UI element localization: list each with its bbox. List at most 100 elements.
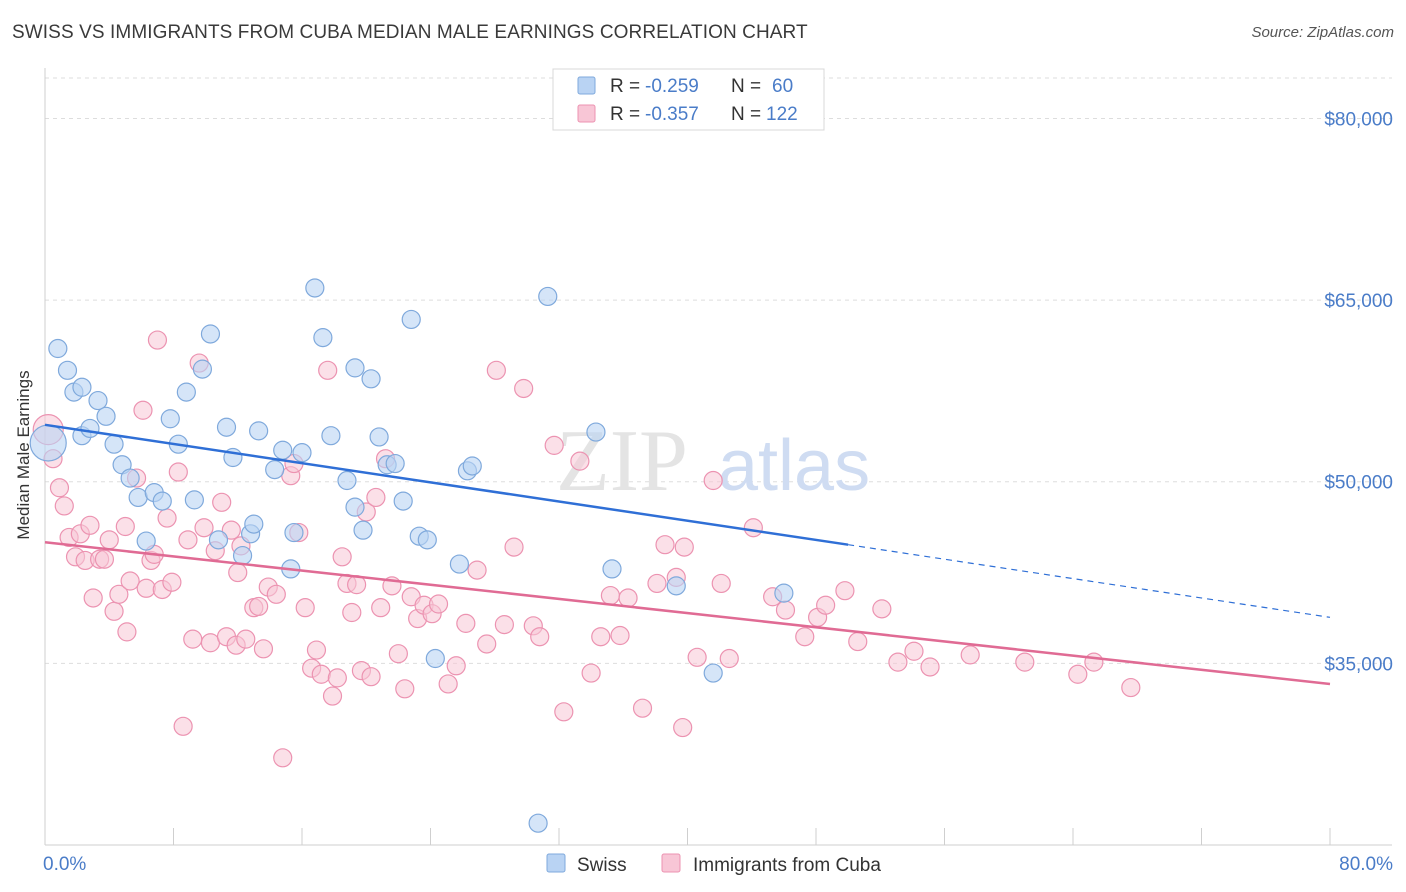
cuba-point <box>120 571 140 591</box>
cuba-point <box>49 478 70 498</box>
y-tick-label: $50,000 <box>1324 473 1393 494</box>
legend-n-label-cuba: N = <box>731 104 761 125</box>
swiss-point <box>216 417 237 437</box>
swiss-point <box>265 460 285 480</box>
swiss-point <box>249 421 269 441</box>
cuba-point <box>200 633 221 653</box>
cuba-point <box>554 702 574 722</box>
cuba-point <box>332 547 352 567</box>
swiss-point <box>361 369 381 389</box>
cuba-point <box>446 656 466 676</box>
cuba-point <box>342 602 362 623</box>
cuba-point <box>920 657 940 677</box>
swiss-point <box>345 358 365 378</box>
swiss-point <box>353 520 373 540</box>
cuba-point <box>711 573 731 594</box>
cuba-point <box>467 560 487 580</box>
cuba-point <box>162 572 182 592</box>
cuba-point <box>117 622 137 642</box>
swiss-point <box>120 468 140 488</box>
swiss-point <box>244 514 264 534</box>
cuba-point <box>872 599 892 619</box>
cuba-point <box>168 462 188 482</box>
cuba-point <box>306 640 327 660</box>
cuba-point <box>848 631 868 652</box>
legend-r-value-swiss: -0.259 <box>645 76 699 97</box>
swiss-point <box>369 427 389 447</box>
stats-legend: R = -0.259 N = 60 R = -0.357 N = 122 <box>552 68 825 131</box>
swiss-point <box>184 490 204 510</box>
cuba-point <box>157 508 177 528</box>
cuba-point <box>655 535 675 555</box>
watermark-atlas: atlas <box>718 426 870 506</box>
y-tick-label: $35,000 <box>1324 654 1393 675</box>
cuba-point <box>371 598 391 618</box>
swiss-point <box>128 487 148 508</box>
swiss-point <box>425 648 445 669</box>
cuba-point <box>581 663 601 683</box>
cuba-trend-line <box>44 541 1331 686</box>
cuba-point <box>54 496 74 516</box>
swiss-point <box>337 470 357 491</box>
cuba-point <box>570 451 590 471</box>
cuba-point <box>178 530 198 550</box>
swiss-point <box>96 406 116 426</box>
swiss-point <box>385 453 405 474</box>
watermark: ZIP atlas <box>556 413 870 510</box>
swiss-point <box>200 324 221 344</box>
cuba-point <box>266 584 286 604</box>
swiss-point <box>321 426 341 446</box>
cuba-point <box>322 686 343 706</box>
cuba-point <box>136 578 156 598</box>
cuba-point <box>236 629 256 649</box>
swiss-point <box>48 338 68 359</box>
swiss-point <box>136 531 156 551</box>
swiss-point <box>586 422 606 442</box>
swiss-point <box>449 554 470 574</box>
cuba-point <box>719 648 739 669</box>
x-tick-label-max: 80.0% <box>1339 854 1393 875</box>
cuba-point <box>775 600 796 620</box>
tick-labels: $35,000 $50,000 $65,000 $80,000 0.0% 80.0% <box>43 109 1393 875</box>
cuba-point <box>486 360 506 380</box>
y-tick-label: $80,000 <box>1324 109 1393 130</box>
cuba-point <box>115 516 135 537</box>
swiss-point <box>284 522 304 543</box>
cuba-point <box>904 641 924 661</box>
swiss-point <box>313 328 333 348</box>
cuba-point <box>632 698 653 718</box>
chart-title: SWISS VS IMMIGRANTS FROM CUBA MEDIAN MAL… <box>12 22 808 43</box>
swiss-point <box>192 359 213 379</box>
series-legend: Swiss Immigrants from Cuba <box>546 853 881 876</box>
cuba-point <box>1068 664 1088 684</box>
cuba-point <box>133 400 153 420</box>
cuba-point <box>327 668 347 688</box>
cuba-point <box>366 487 386 508</box>
swiss-point <box>528 813 548 833</box>
cuba-point <box>94 549 115 569</box>
cuba-point <box>673 717 693 738</box>
cuba-point <box>253 639 274 659</box>
legend-r-value-cuba: -0.357 <box>645 104 699 125</box>
cuba-point <box>388 644 408 664</box>
legend-swatch-swiss <box>577 76 596 95</box>
swiss-trend-line <box>44 423 849 546</box>
cuba-point <box>147 330 168 350</box>
cuba-point <box>795 627 815 647</box>
swiss-point <box>345 497 365 517</box>
cuba-point <box>194 518 214 538</box>
cuba-point <box>835 581 855 601</box>
cuba-point <box>183 629 203 649</box>
bottom-legend-swiss: Swiss <box>577 855 627 876</box>
cuba-point <box>1015 652 1035 672</box>
swiss-point <box>292 443 312 463</box>
swiss-point <box>401 309 421 330</box>
swiss-point <box>666 576 686 596</box>
cuba-point <box>600 585 621 606</box>
swiss-point <box>703 663 723 683</box>
swiss-point <box>88 390 108 411</box>
swiss-point <box>29 424 67 462</box>
cuba-point <box>504 537 524 557</box>
cuba-point <box>318 360 338 380</box>
